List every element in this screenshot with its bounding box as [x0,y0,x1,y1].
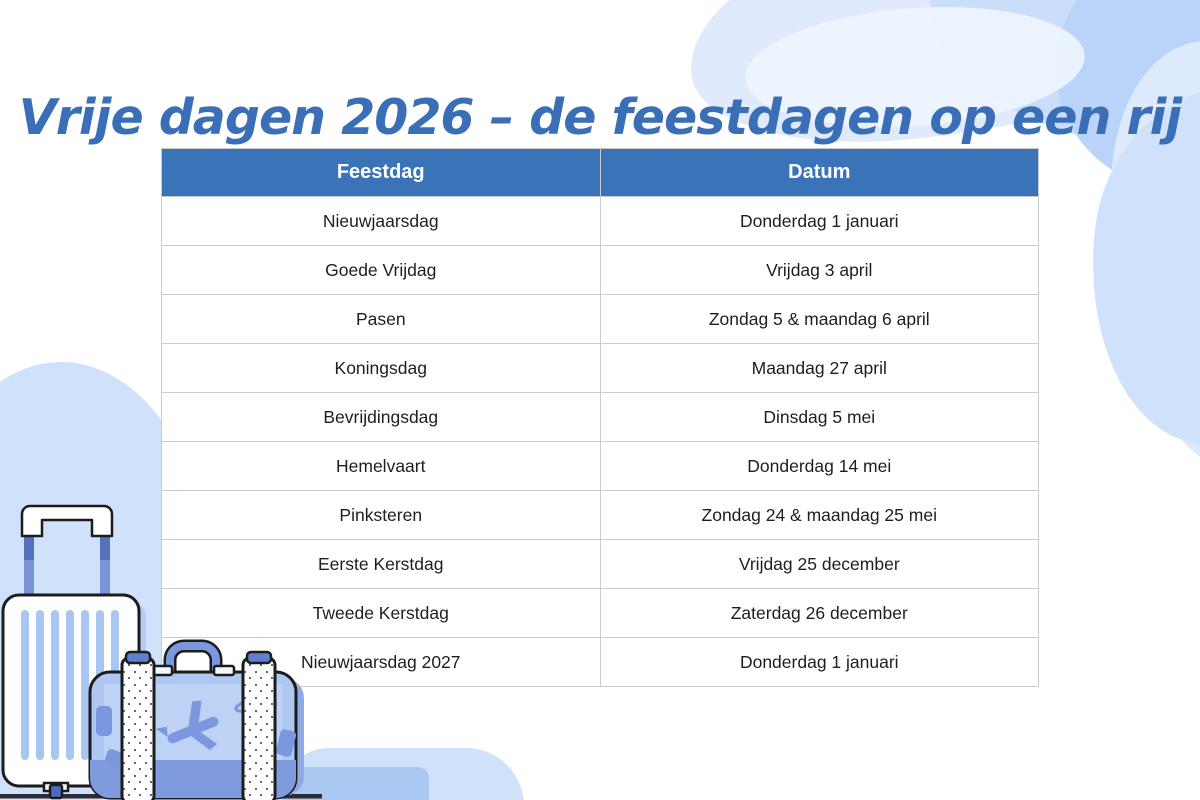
holiday-cell: Koningsdag [161,343,601,393]
table-row: Bevrijdingsdag Dinsdag 5 mei [161,392,1039,442]
front-suitcase-shape [88,639,304,800]
airplane-sticker-icon [155,700,219,751]
holiday-cell: Bevrijdingsdag [161,392,601,442]
table-row: Nieuwjaarsdag Donderdag 1 januari [161,196,1039,246]
page-title: Vrije dagen 2026 – de feestdagen op een … [18,88,1182,146]
table-row: Pasen Zondag 5 & maandag 6 april [161,294,1039,344]
date-cell: Donderdag 1 januari [599,196,1039,246]
date-cell: Dinsdag 5 mei [599,392,1039,442]
date-cell: Donderdag 1 januari [599,637,1039,687]
travel-suitcases-illustration [0,504,322,800]
table-row: Eerste Kerstdag Vrijdag 25 december [161,539,1039,589]
table-row: Koningsdag Maandag 27 april [161,343,1039,393]
date-cell: Maandag 27 april [599,343,1039,393]
table-row: Goede Vrijdag Vrijdag 3 april [161,245,1039,295]
column-header-feestdag: Feestdag [161,148,601,197]
date-cell: Zondag 5 & maandag 6 april [599,294,1039,344]
holiday-cell: Nieuwjaarsdag [161,196,601,246]
holidays-table: Feestdag Datum Nieuwjaarsdag Donderdag 1… [161,148,1039,687]
holiday-cell: Hemelvaart [161,441,601,491]
holiday-cell: Goede Vrijdag [161,245,601,295]
date-cell: Donderdag 14 mei [599,441,1039,491]
holiday-cell: Pinksteren [161,490,601,540]
date-cell: Vrijdag 3 april [599,245,1039,295]
table-row: Hemelvaart Donderdag 14 mei [161,441,1039,491]
date-cell: Zondag 24 & maandag 25 mei [599,490,1039,540]
table-header-row: Feestdag Datum [161,148,1039,197]
holiday-cell: Pasen [161,294,601,344]
holiday-cell: Eerste Kerstdag [161,539,601,589]
date-cell: Zaterdag 26 december [599,588,1039,638]
column-header-datum: Datum [599,148,1039,197]
table-row: Pinksteren Zondag 24 & maandag 25 mei [161,490,1039,540]
date-cell: Vrijdag 25 december [599,539,1039,589]
